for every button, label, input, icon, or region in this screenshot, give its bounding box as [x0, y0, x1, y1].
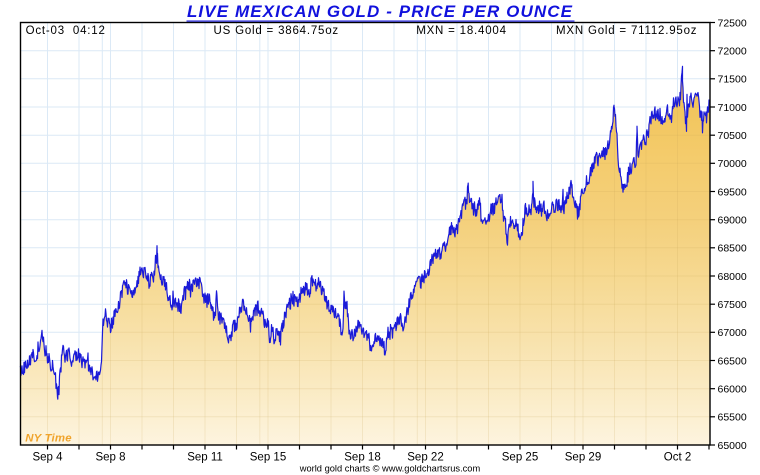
svg-text:US Gold = 3864.75oz: US Gold = 3864.75oz	[214, 25, 339, 37]
svg-text:Sep 29: Sep 29	[565, 452, 601, 464]
svg-text:68000: 68000	[718, 271, 747, 283]
svg-text:68500: 68500	[718, 243, 747, 255]
svg-text:Oct-03 04:12: Oct-03 04:12	[26, 25, 106, 37]
svg-text:72500: 72500	[718, 17, 747, 29]
svg-text:world gold charts © www.goldch: world gold charts © www.goldchartsrus.co…	[299, 463, 481, 473]
svg-text:65500: 65500	[718, 412, 747, 424]
svg-text:NY Time: NY Time	[25, 433, 72, 445]
svg-text:71000: 71000	[718, 102, 747, 114]
svg-text:66500: 66500	[718, 355, 747, 367]
svg-text:69500: 69500	[718, 186, 747, 198]
svg-text:66000: 66000	[718, 384, 747, 396]
svg-text:67500: 67500	[718, 299, 747, 311]
svg-text:67000: 67000	[718, 327, 747, 339]
svg-text:MXN Gold = 71112.95oz: MXN Gold = 71112.95oz	[556, 25, 697, 37]
svg-text:Sep 15: Sep 15	[250, 452, 286, 464]
svg-text:70500: 70500	[718, 130, 747, 142]
svg-text:LIVE MEXICAN GOLD - PRICE PER: LIVE MEXICAN GOLD - PRICE PER OUNCE	[187, 2, 573, 21]
svg-text:Sep 4: Sep 4	[32, 452, 63, 464]
svg-text:72000: 72000	[718, 46, 747, 58]
svg-text:Oct 2: Oct 2	[664, 452, 691, 464]
svg-text:70000: 70000	[718, 158, 747, 170]
svg-text:Sep 22: Sep 22	[407, 452, 443, 464]
svg-text:Sep 18: Sep 18	[344, 452, 380, 464]
svg-text:Sep 25: Sep 25	[502, 452, 538, 464]
svg-text:Sep 11: Sep 11	[187, 452, 223, 464]
svg-text:65000: 65000	[718, 440, 747, 452]
svg-text:69000: 69000	[718, 215, 747, 227]
svg-text:MXN = 18.4004: MXN = 18.4004	[416, 25, 507, 37]
svg-text:Sep 8: Sep 8	[95, 452, 125, 464]
svg-text:71500: 71500	[718, 74, 747, 86]
